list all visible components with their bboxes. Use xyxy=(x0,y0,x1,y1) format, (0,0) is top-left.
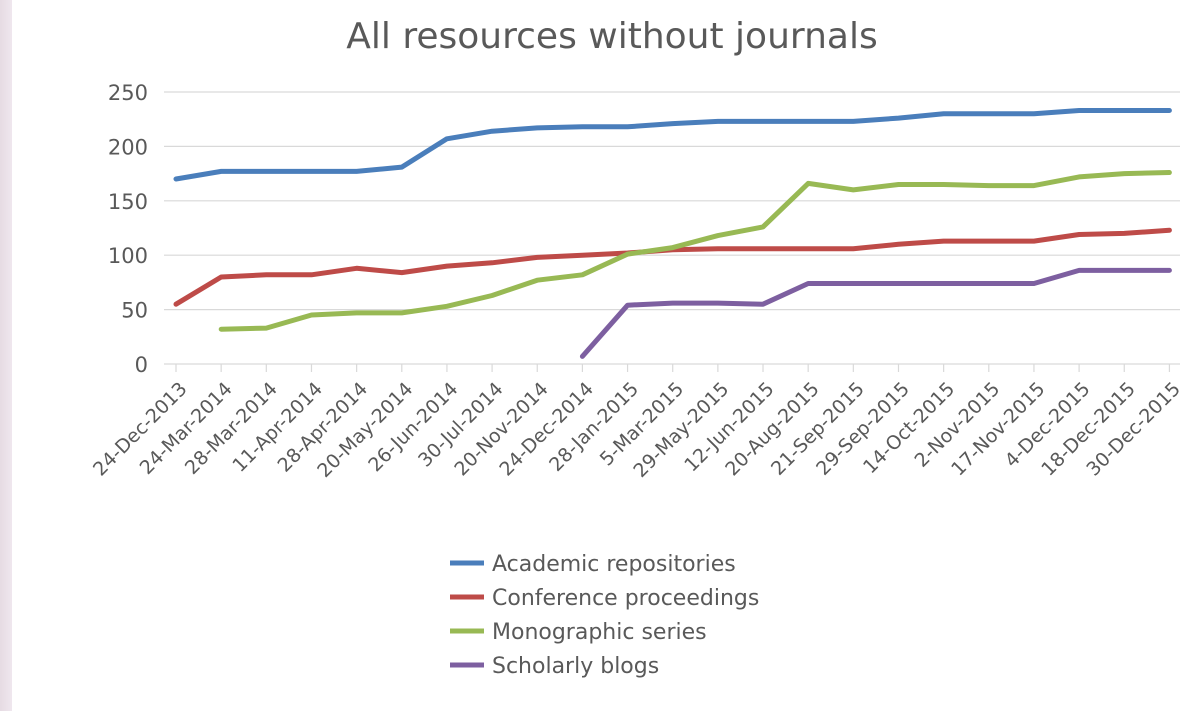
y-tick-label: 100 xyxy=(108,244,148,268)
legend-label: Scholarly blogs xyxy=(492,654,659,679)
chart-title: All resources without journals xyxy=(346,16,877,57)
y-tick-label: 250 xyxy=(108,81,148,105)
series-line-monographic-series xyxy=(218,170,1172,332)
y-tick-label: 0 xyxy=(135,353,148,377)
series-line-conference-proceedings xyxy=(173,227,1172,307)
legend-label: Monographic series xyxy=(492,620,707,645)
y-tick-label: 200 xyxy=(108,135,148,159)
series-line-academic-repositories xyxy=(173,108,1172,182)
line-chart: All resources without journals 0 50 100 150… xyxy=(89,16,1185,679)
y-tick-label: 50 xyxy=(121,299,148,323)
chart-frame: All resources without journals 0 50 100 150… xyxy=(12,0,1196,711)
legend-label: Conference proceedings xyxy=(492,586,759,611)
y-tick-label: 150 xyxy=(108,190,148,214)
series-line-scholarly-blogs xyxy=(579,267,1172,359)
legend-label: Academic repositories xyxy=(492,552,736,577)
